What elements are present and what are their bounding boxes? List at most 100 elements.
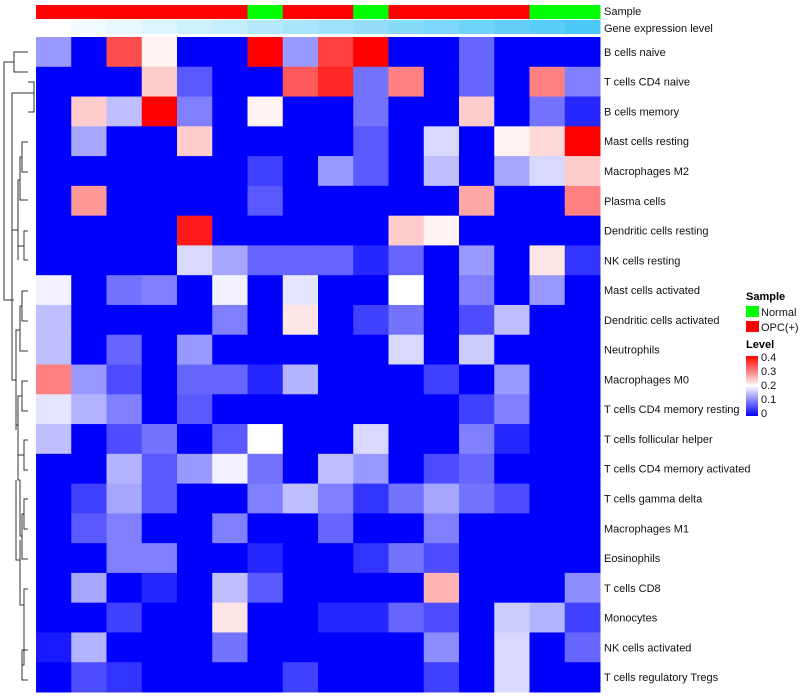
heatmap-cell [177,96,213,127]
sample-annotation-label: Sample [604,6,641,18]
heatmap-cell [353,185,389,217]
heatmap-cell [282,394,319,425]
heatmap-cell [318,394,354,425]
heatmap-cell [388,453,425,485]
heatmap-cell [247,37,284,68]
heatmap-cell [106,572,143,604]
heatmap-cell [318,66,354,98]
heatmap-cell [247,513,284,544]
heatmap-cell [282,37,319,68]
sample-annotation-cell [106,5,143,19]
heatmap-cell [212,572,248,604]
heatmap-cell [423,275,460,306]
heatmap-cell [282,632,319,663]
gene-level-annotation-cell [36,20,72,34]
heatmap-cell [494,513,530,544]
sample-annotation-cell [564,5,601,19]
heatmap-cell [564,126,601,157]
heatmap-cell [564,156,601,187]
heatmap-cell [247,304,284,336]
heatmap-cell [36,602,72,633]
heatmap-cell [106,453,143,485]
heatmap-cell [459,453,495,485]
heatmap-cell [282,334,319,365]
heatmap-cell [247,364,284,395]
heatmap-cell [388,304,425,336]
row-label: T cells CD4 memory activated [604,464,751,476]
heatmap-cell [247,632,284,663]
legend-sample-title: Sample [746,291,785,303]
heatmap-cell [388,543,425,574]
row-label: NK cells activated [604,642,691,654]
heatmap-cell [282,602,319,633]
heatmap-cell [494,334,530,365]
heatmap-cell [212,156,248,187]
heatmap-cell [494,245,530,276]
heatmap-cell [36,483,72,514]
gene-level-annotation-cell [459,20,495,34]
heatmap-cell [71,632,107,663]
heatmap-cell [494,424,530,455]
heatmap-cell [36,453,72,485]
heatmap-cell [177,66,213,98]
heatmap-cell [36,572,72,604]
heatmap-cell [71,572,107,604]
heatmap-cell [529,572,566,604]
heatmap-cell [388,572,425,604]
heatmap-cell [247,394,284,425]
heatmap-cell [318,304,354,336]
gene-level-annotation-cell [564,20,601,34]
legend-tick: 0.2 [761,380,776,392]
heatmap-cell [529,483,566,514]
heatmap-cell [106,662,143,693]
heatmap-cell [177,513,213,544]
heatmap-cell [353,513,389,544]
heatmap-cell [71,602,107,633]
heatmap-cell [318,245,354,276]
heatmap-cell [388,602,425,633]
heatmap-cell [36,126,72,157]
gene-level-annotation-cell [106,20,143,34]
heatmap-cell [282,156,319,187]
heatmap-cell [106,513,143,544]
heatmap-cell [564,572,601,604]
heatmap-cell [318,453,354,485]
gene-level-annotation-cell [353,20,389,34]
heatmap-cell [529,66,566,98]
heatmap-cell [106,334,143,365]
heatmap-cell [247,662,284,693]
heatmap-cell [423,572,460,604]
row-label: Macrophages M2 [604,166,689,178]
heatmap-cell [353,66,389,98]
heatmap-cell [247,334,284,365]
heatmap-cell [71,483,107,514]
heatmap-cell [71,245,107,276]
heatmap-cell [177,304,213,336]
heatmap-cell [459,602,495,633]
heatmap-cell [318,632,354,663]
row-dendrogram [3,51,35,681]
heatmap-cell [494,394,530,425]
heatmap-cell [106,304,143,336]
heatmap-cell [247,126,284,157]
heatmap-cell [529,245,566,276]
heatmap-cell [423,304,460,336]
sample-annotation-cell [247,5,284,19]
heatmap-cell [353,424,389,455]
row-label: T cells CD8 [604,583,661,595]
heatmap-cell [36,662,72,693]
legend-swatch-opc [746,321,759,332]
heatmap-cell [388,245,425,276]
heatmap-cell [36,394,72,425]
heatmap-cell [423,543,460,574]
heatmap-cell [423,513,460,544]
heatmap-cell [564,453,601,485]
heatmap-cell [177,453,213,485]
heatmap-cell [282,513,319,544]
heatmap-cell [141,185,178,217]
heatmap-cell [564,96,601,127]
heatmap-cell [388,96,425,127]
heatmap-cell [423,662,460,693]
